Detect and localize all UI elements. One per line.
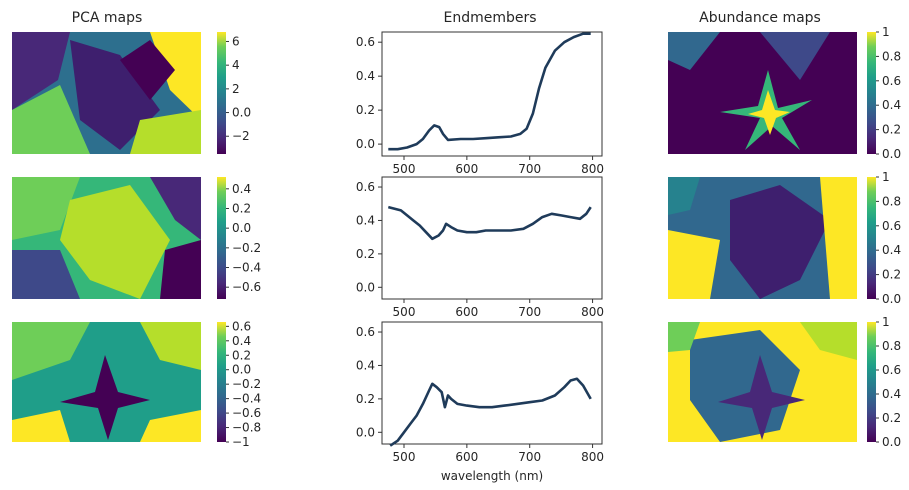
endmember-ytick-label-1-1: 0.2 [356, 103, 375, 117]
endmember-ytick-label-3-1: 0.2 [356, 392, 375, 406]
abundance-colorbar-tick-label-1-5: 0.0 [882, 147, 901, 161]
pca-colorbar-tick-label-3-8: −1 [232, 435, 250, 449]
endmember-xtick-label-3-3: 800 [581, 450, 604, 464]
pca-colorbar-tick-label-3-1: 0.4 [232, 334, 251, 348]
abundance-colorbar-2 [867, 177, 876, 299]
endmember-line-1 [388, 32, 591, 151]
abundance-colorbar-1 [867, 32, 876, 154]
pca-colorbar-tick-label-3-4: −0.2 [232, 377, 261, 391]
pca-colorbar-tick-label-3-2: 0.2 [232, 348, 251, 362]
endmember-xtick-label-2-2: 700 [518, 305, 541, 319]
endmember-ytick-label-2-1: 0.2 [356, 247, 375, 261]
abundance-colorbar-tick-label-3-4: 0.2 [882, 411, 901, 425]
pca-colorbar-2 [217, 177, 226, 299]
pca-colorbar-tick-label-1-2: 2 [232, 82, 240, 96]
pca-colorbar-tick-label-1-4: −2 [232, 129, 250, 143]
pca-colorbar-tick-label-2-2: 0.0 [232, 221, 251, 235]
col-title-abundance: Abundance maps [699, 10, 821, 26]
abundance-map-1 [668, 32, 857, 154]
endmember-plot-3-frame [381, 321, 603, 445]
pca-colorbar-tick-label-2-0: 0.4 [232, 182, 251, 196]
endmember-xtick-label-1-0: 500 [393, 162, 416, 176]
endmember-ytick-label-2-2: 0.4 [356, 213, 375, 227]
endmember-ytick-label-1-2: 0.4 [356, 69, 375, 83]
endmember-plot-2-frame [381, 176, 603, 300]
x-axis-label: wavelength (nm) [441, 469, 543, 483]
endmember-line-2 [387, 205, 592, 241]
endmember-ytick-label-3-2: 0.4 [356, 358, 375, 372]
endmember-ytick-label-2-3: 0.6 [356, 180, 375, 194]
pca-colorbar-tick-label-3-3: 0.0 [232, 363, 251, 377]
abundance-colorbar-tick-label-2-3: 0.4 [882, 243, 901, 257]
abundance-colorbar-tick-label-2-0: 1 [882, 170, 890, 184]
endmember-plot-1-frame [381, 31, 603, 157]
col-title-endmembers: Endmembers [443, 10, 536, 26]
pca-colorbar-tick-label-2-1: 0.2 [232, 201, 251, 215]
abundance-colorbar-tick-label-2-5: 0.0 [882, 292, 901, 306]
endmember-ytick-label-1-0: 0.0 [356, 137, 375, 151]
pca-colorbar-tick-label-2-4: −0.4 [232, 261, 261, 275]
abundance-colorbar-3 [867, 322, 876, 442]
abundance-map-2 [668, 177, 857, 299]
abundance-colorbar-tick-label-3-3: 0.4 [882, 387, 901, 401]
pca-colorbar-tick-label-3-7: −0.8 [232, 421, 261, 435]
pca-colorbar-tick-label-1-3: 0.0 [232, 106, 251, 120]
pca-colorbar-tick-label-3-5: −0.4 [232, 392, 261, 406]
pca-colorbar-tick-label-3-6: −0.6 [232, 406, 261, 420]
endmember-ytick-label-2-0: 0.0 [356, 280, 375, 294]
abundance-colorbar-tick-label-2-1: 0.8 [882, 194, 901, 208]
abundance-map-3 [668, 322, 857, 442]
abundance-colorbar-tick-label-3-2: 0.6 [882, 363, 901, 377]
endmember-xtick-label-3-2: 700 [518, 450, 541, 464]
abundance-colorbar-tick-label-1-4: 0.2 [882, 123, 901, 137]
endmember-xtick-label-2-0: 500 [393, 305, 416, 319]
endmember-xtick-label-1-2: 700 [518, 162, 541, 176]
endmember-line-3 [389, 377, 592, 447]
pca-colorbar-tick-label-3-0: 0.6 [232, 319, 251, 333]
pca-colorbar-1 [217, 32, 226, 154]
endmember-xtick-label-2-3: 800 [581, 305, 604, 319]
endmember-xtick-label-1-1: 600 [455, 162, 478, 176]
endmember-xtick-label-1-3: 800 [581, 162, 604, 176]
pca-colorbar-tick-label-1-0: 6 [232, 34, 240, 48]
pca-colorbar-tick-label-2-5: −0.6 [232, 280, 261, 294]
abundance-colorbar-tick-label-1-0: 1 [882, 25, 890, 39]
abundance-colorbar-tick-label-1-2: 0.6 [882, 74, 901, 88]
abundance-colorbar-tick-label-2-4: 0.2 [882, 268, 901, 282]
abundance-colorbar-tick-label-3-0: 1 [882, 315, 890, 329]
pca-map-1 [12, 32, 201, 154]
endmember-ytick-label-1-3: 0.6 [356, 35, 375, 49]
endmember-xtick-label-3-0: 500 [393, 450, 416, 464]
abundance-colorbar-tick-label-1-3: 0.4 [882, 98, 901, 112]
endmember-ytick-label-3-0: 0.0 [356, 425, 375, 439]
col-title-pca: PCA maps [72, 10, 143, 26]
pca-colorbar-3 [217, 322, 226, 442]
pca-colorbar-tick-label-1-1: 4 [232, 58, 240, 72]
endmember-xtick-label-2-1: 600 [455, 305, 478, 319]
endmember-ytick-label-3-3: 0.6 [356, 325, 375, 339]
pca-map-2 [12, 177, 201, 299]
abundance-colorbar-tick-label-2-2: 0.6 [882, 219, 901, 233]
endmember-xtick-label-3-1: 600 [455, 450, 478, 464]
abundance-colorbar-tick-label-3-5: 0.0 [882, 435, 901, 449]
pca-colorbar-tick-label-2-3: −0.2 [232, 241, 261, 255]
abundance-colorbar-tick-label-1-1: 0.8 [882, 49, 901, 63]
pca-map-3 [12, 322, 201, 442]
abundance-colorbar-tick-label-3-1: 0.8 [882, 339, 901, 353]
